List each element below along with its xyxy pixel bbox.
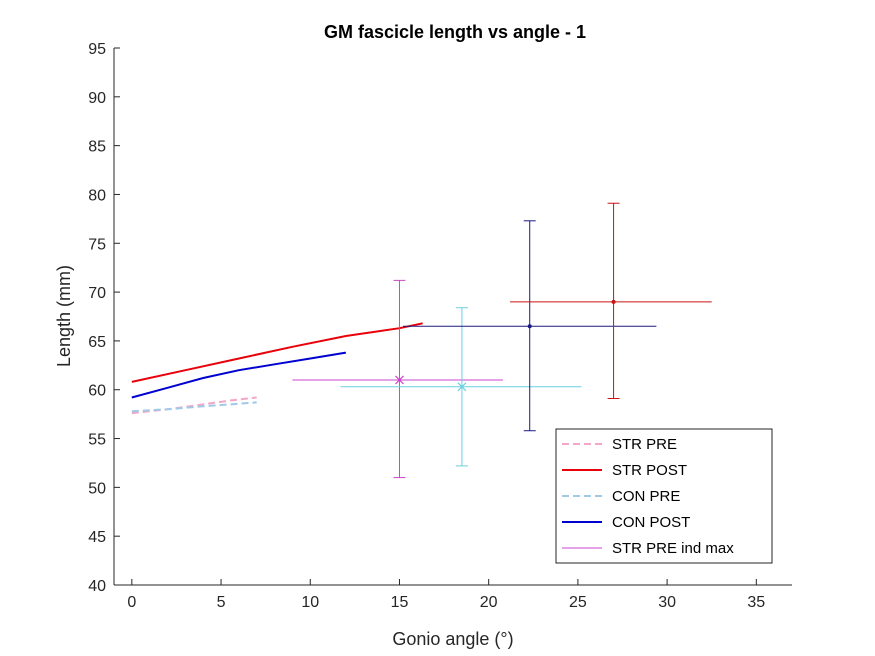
y-tick-label: 65 (88, 334, 106, 351)
error-marker-1 (340, 307, 582, 467)
dot-marker (611, 299, 616, 304)
legend-entry-label: CON PRE (612, 488, 680, 505)
x-axis-ticks: 0 5 10 15 20 25 30 35 (127, 579, 765, 611)
error-marker-3 (510, 202, 712, 400)
legend-entry-label: CON POST (612, 514, 690, 531)
x-axis-label: Gonio angle (°) (392, 629, 513, 649)
series-line-con-pre (131, 401, 257, 413)
error-bar-layer (292, 202, 712, 479)
x-tick-label: 20 (480, 594, 498, 611)
y-tick-label: 45 (88, 529, 106, 546)
cross-marker-stroke (395, 375, 404, 385)
x-tick-label: 10 (301, 594, 319, 611)
y-tick-label: 90 (88, 90, 106, 107)
chart-title: GM fascicle length vs angle - 1 (324, 22, 586, 42)
y-tick-label: 40 (88, 578, 106, 595)
error-marker-2 (403, 220, 657, 432)
y-tick-label: 70 (88, 285, 106, 302)
legend: STR PRE STR POST CON PRE CON POST STR PRE in… (555, 428, 773, 564)
x-tick-label: 35 (747, 594, 765, 611)
y-tick-label: 95 (88, 41, 106, 58)
x-tick-label: 25 (569, 594, 587, 611)
legend-entry-label: STR PRE (612, 436, 677, 453)
x-tick-label: 0 (127, 594, 136, 611)
x-tick-label: 15 (391, 594, 409, 611)
y-tick-label: 50 (88, 480, 106, 497)
y-axis-ticks: 40 45 50 55 60 65 70 75 80 85 90 95 (88, 41, 120, 595)
legend-entry-label: STR PRE ind max (612, 540, 734, 557)
series-line-con-post (131, 351, 347, 399)
y-tick-label: 55 (88, 432, 106, 449)
y-tick-label: 80 (88, 187, 106, 204)
y-tick-label: 60 (88, 383, 106, 400)
x-tick-label: 5 (217, 594, 226, 611)
y-axis-label: Length (mm) (54, 265, 74, 367)
error-marker-0 (292, 279, 503, 479)
legend-box (555, 428, 773, 564)
y-tick-label: 85 (88, 139, 106, 156)
cross-marker-stroke (457, 382, 467, 392)
legend-entry-label: STR POST (612, 462, 687, 479)
dot-marker (527, 324, 532, 329)
x-tick-label: 30 (658, 594, 676, 611)
y-tick-label: 75 (88, 236, 106, 253)
